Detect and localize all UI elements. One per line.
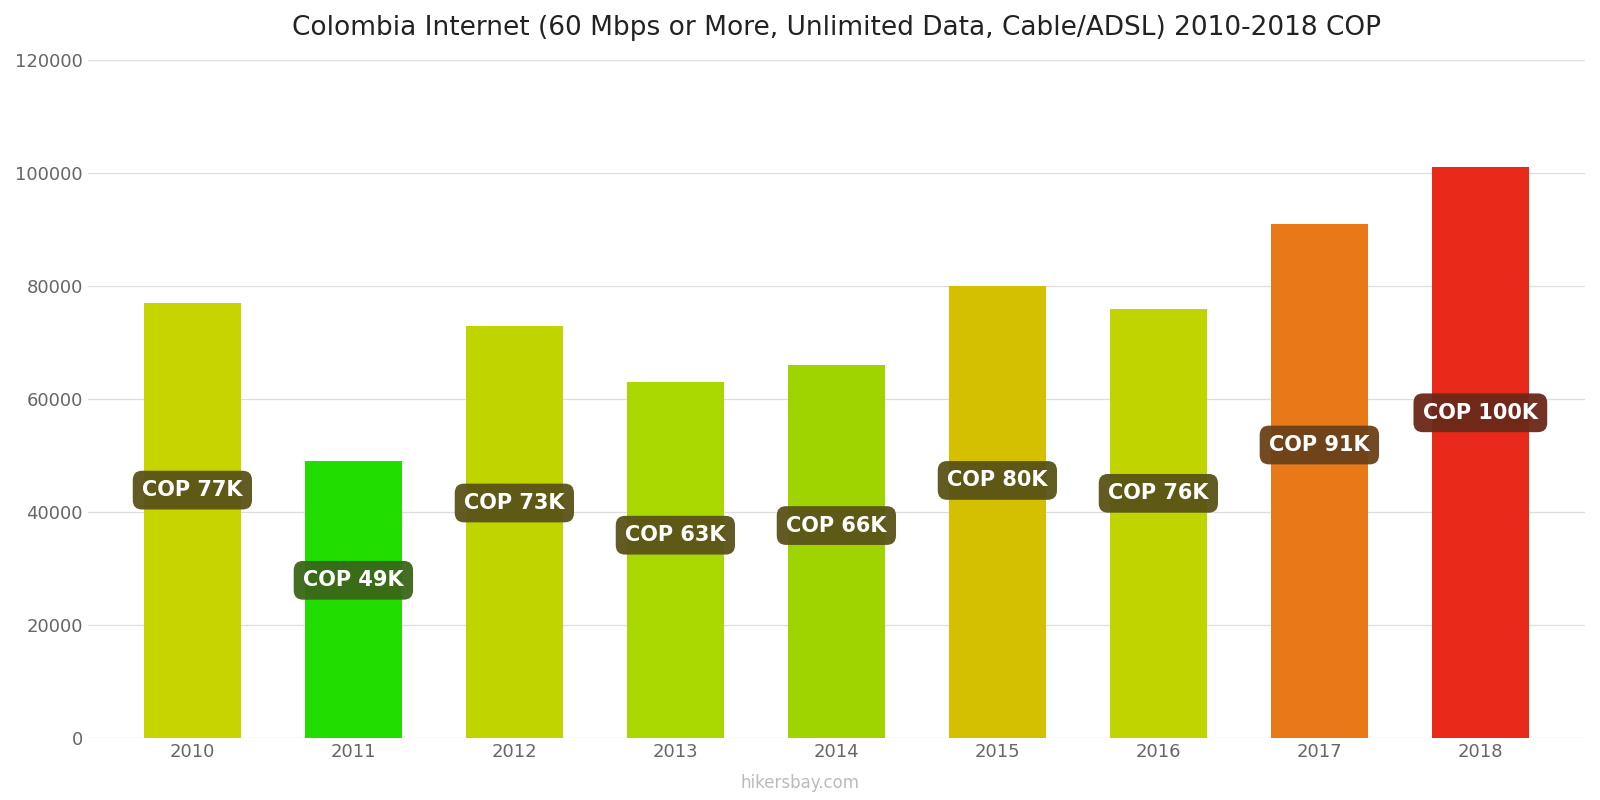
- Text: COP 80K: COP 80K: [947, 470, 1048, 490]
- Bar: [789, 365, 885, 738]
- Text: COP 66K: COP 66K: [786, 515, 886, 535]
- Text: COP 91K: COP 91K: [1269, 435, 1370, 455]
- Bar: [144, 303, 240, 738]
- Bar: [1110, 309, 1206, 738]
- Bar: [1432, 167, 1528, 738]
- Title: Colombia Internet (60 Mbps or More, Unlimited Data, Cable/ADSL) 2010-2018 COP: Colombia Internet (60 Mbps or More, Unli…: [291, 15, 1381, 41]
- Bar: [306, 462, 402, 738]
- Text: COP 77K: COP 77K: [142, 480, 243, 500]
- Text: COP 100K: COP 100K: [1422, 403, 1538, 423]
- Bar: [627, 382, 723, 738]
- Text: COP 49K: COP 49K: [302, 570, 403, 590]
- Text: COP 76K: COP 76K: [1109, 483, 1208, 503]
- Bar: [466, 326, 563, 738]
- Text: COP 63K: COP 63K: [626, 526, 726, 546]
- Text: COP 73K: COP 73K: [464, 493, 565, 513]
- Text: hikersbay.com: hikersbay.com: [741, 774, 859, 792]
- Bar: [1270, 224, 1368, 738]
- Bar: [949, 286, 1046, 738]
